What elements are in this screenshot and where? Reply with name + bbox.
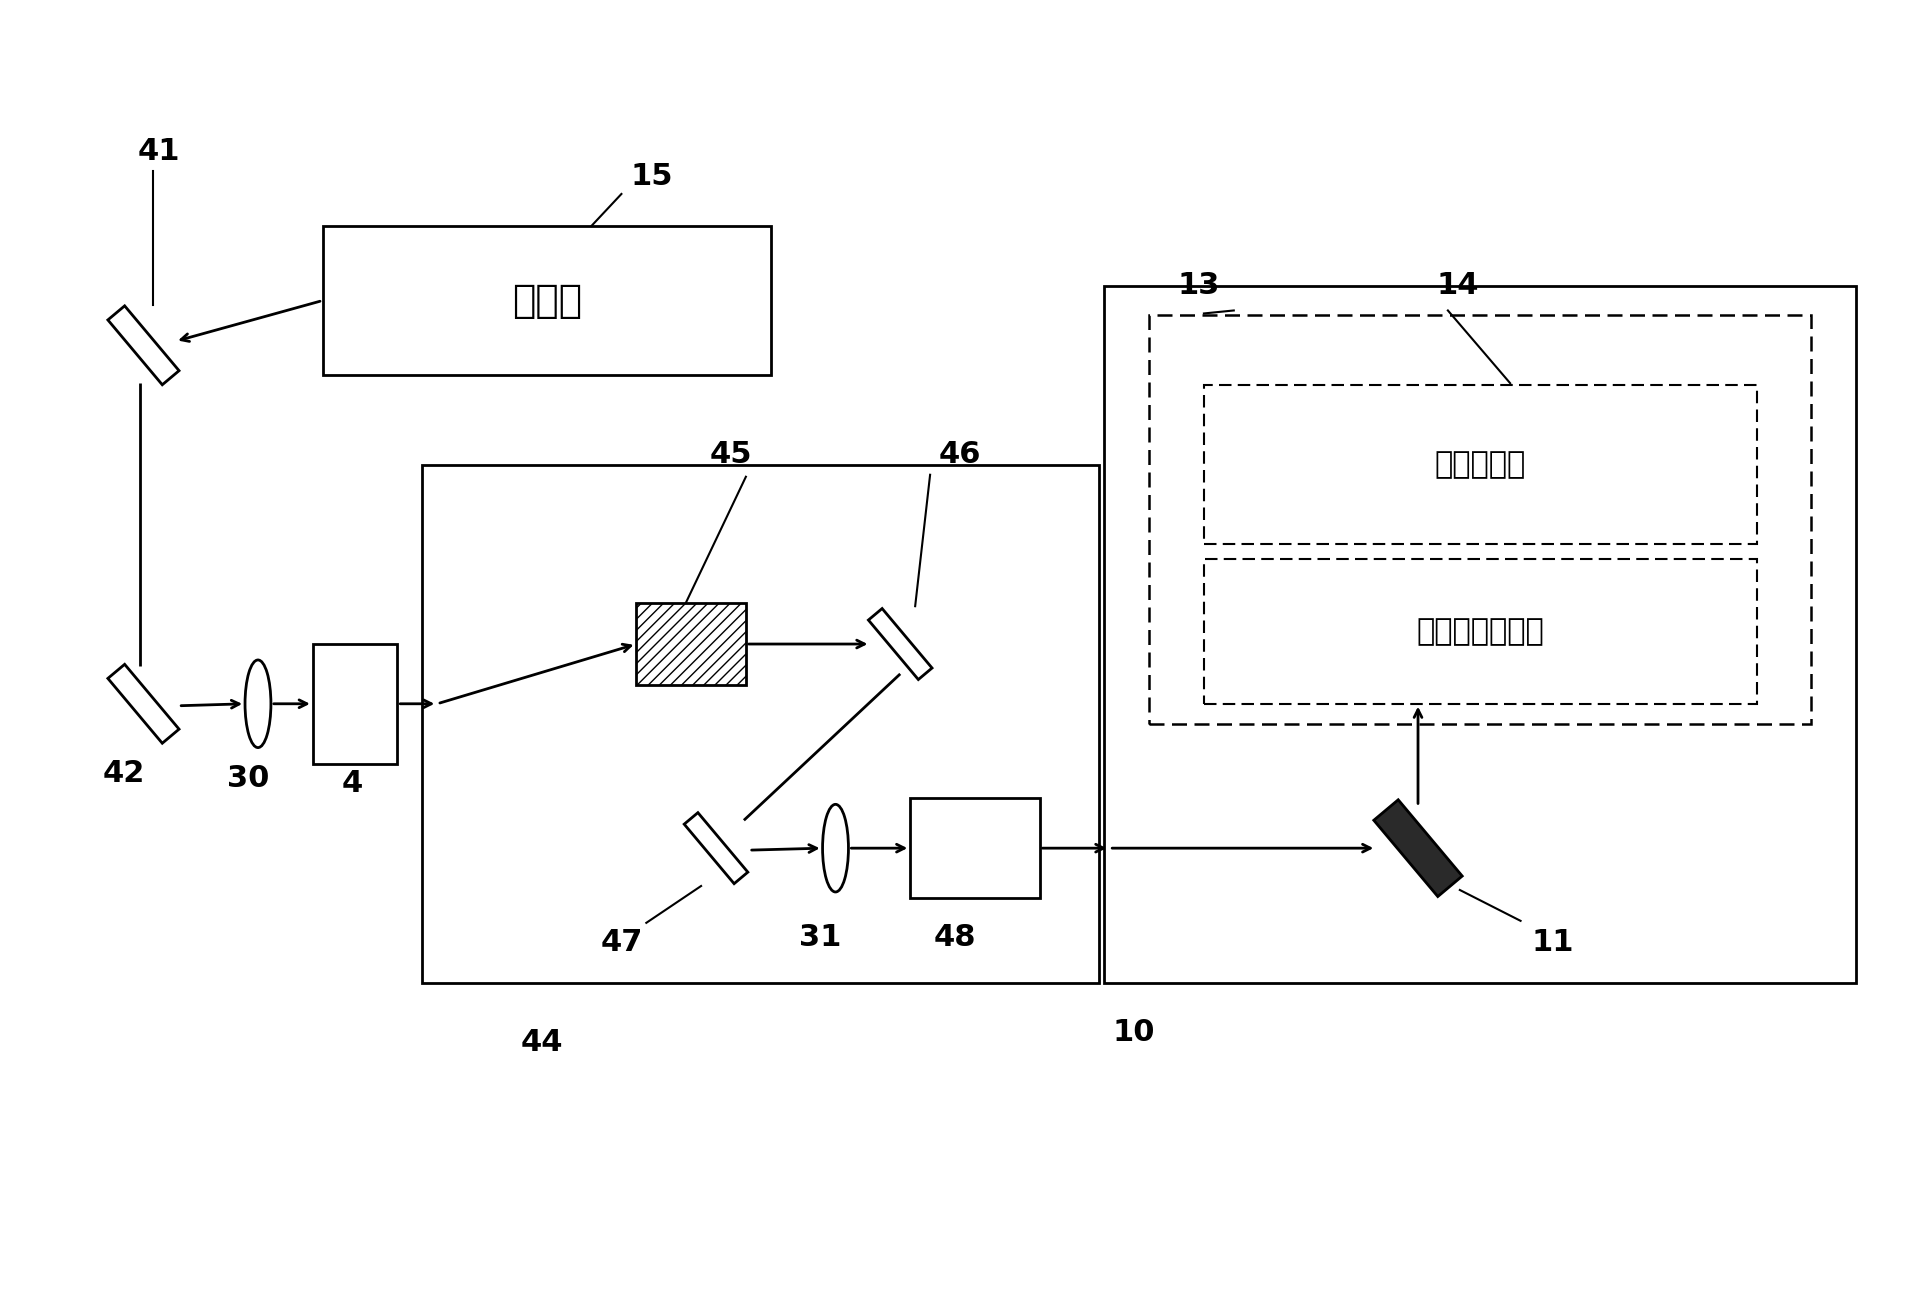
Text: 11: 11: [1531, 928, 1573, 957]
Text: 46: 46: [938, 441, 982, 469]
Text: 10: 10: [1114, 1018, 1156, 1047]
Ellipse shape: [822, 805, 849, 892]
Text: 48: 48: [934, 923, 976, 952]
Ellipse shape: [244, 660, 271, 747]
Bar: [322, 226, 770, 376]
Text: 45: 45: [709, 441, 751, 469]
Text: 白旋探测器: 白旋探测器: [1434, 450, 1526, 480]
Text: 14: 14: [1436, 271, 1480, 300]
Polygon shape: [637, 604, 746, 685]
Polygon shape: [1373, 799, 1463, 897]
Text: 4: 4: [341, 769, 362, 798]
Text: 41: 41: [137, 137, 179, 166]
Bar: [421, 464, 1098, 983]
Bar: [313, 644, 397, 764]
Text: 44: 44: [521, 1028, 563, 1056]
Bar: [1150, 316, 1812, 724]
Polygon shape: [109, 664, 179, 743]
Text: 激光器: 激光器: [511, 282, 582, 319]
Text: 电子能量分析器: 电子能量分析器: [1417, 617, 1545, 645]
Bar: [1203, 559, 1756, 704]
Polygon shape: [685, 812, 748, 884]
Polygon shape: [868, 609, 933, 679]
Bar: [1203, 385, 1756, 545]
Polygon shape: [109, 306, 179, 385]
Bar: [910, 798, 1039, 898]
Bar: [1104, 286, 1856, 983]
Text: 15: 15: [629, 162, 673, 190]
Text: 47: 47: [601, 928, 643, 957]
Text: 30: 30: [227, 764, 269, 793]
Text: 42: 42: [103, 759, 145, 788]
Text: 13: 13: [1179, 271, 1220, 300]
Text: 31: 31: [799, 923, 841, 952]
